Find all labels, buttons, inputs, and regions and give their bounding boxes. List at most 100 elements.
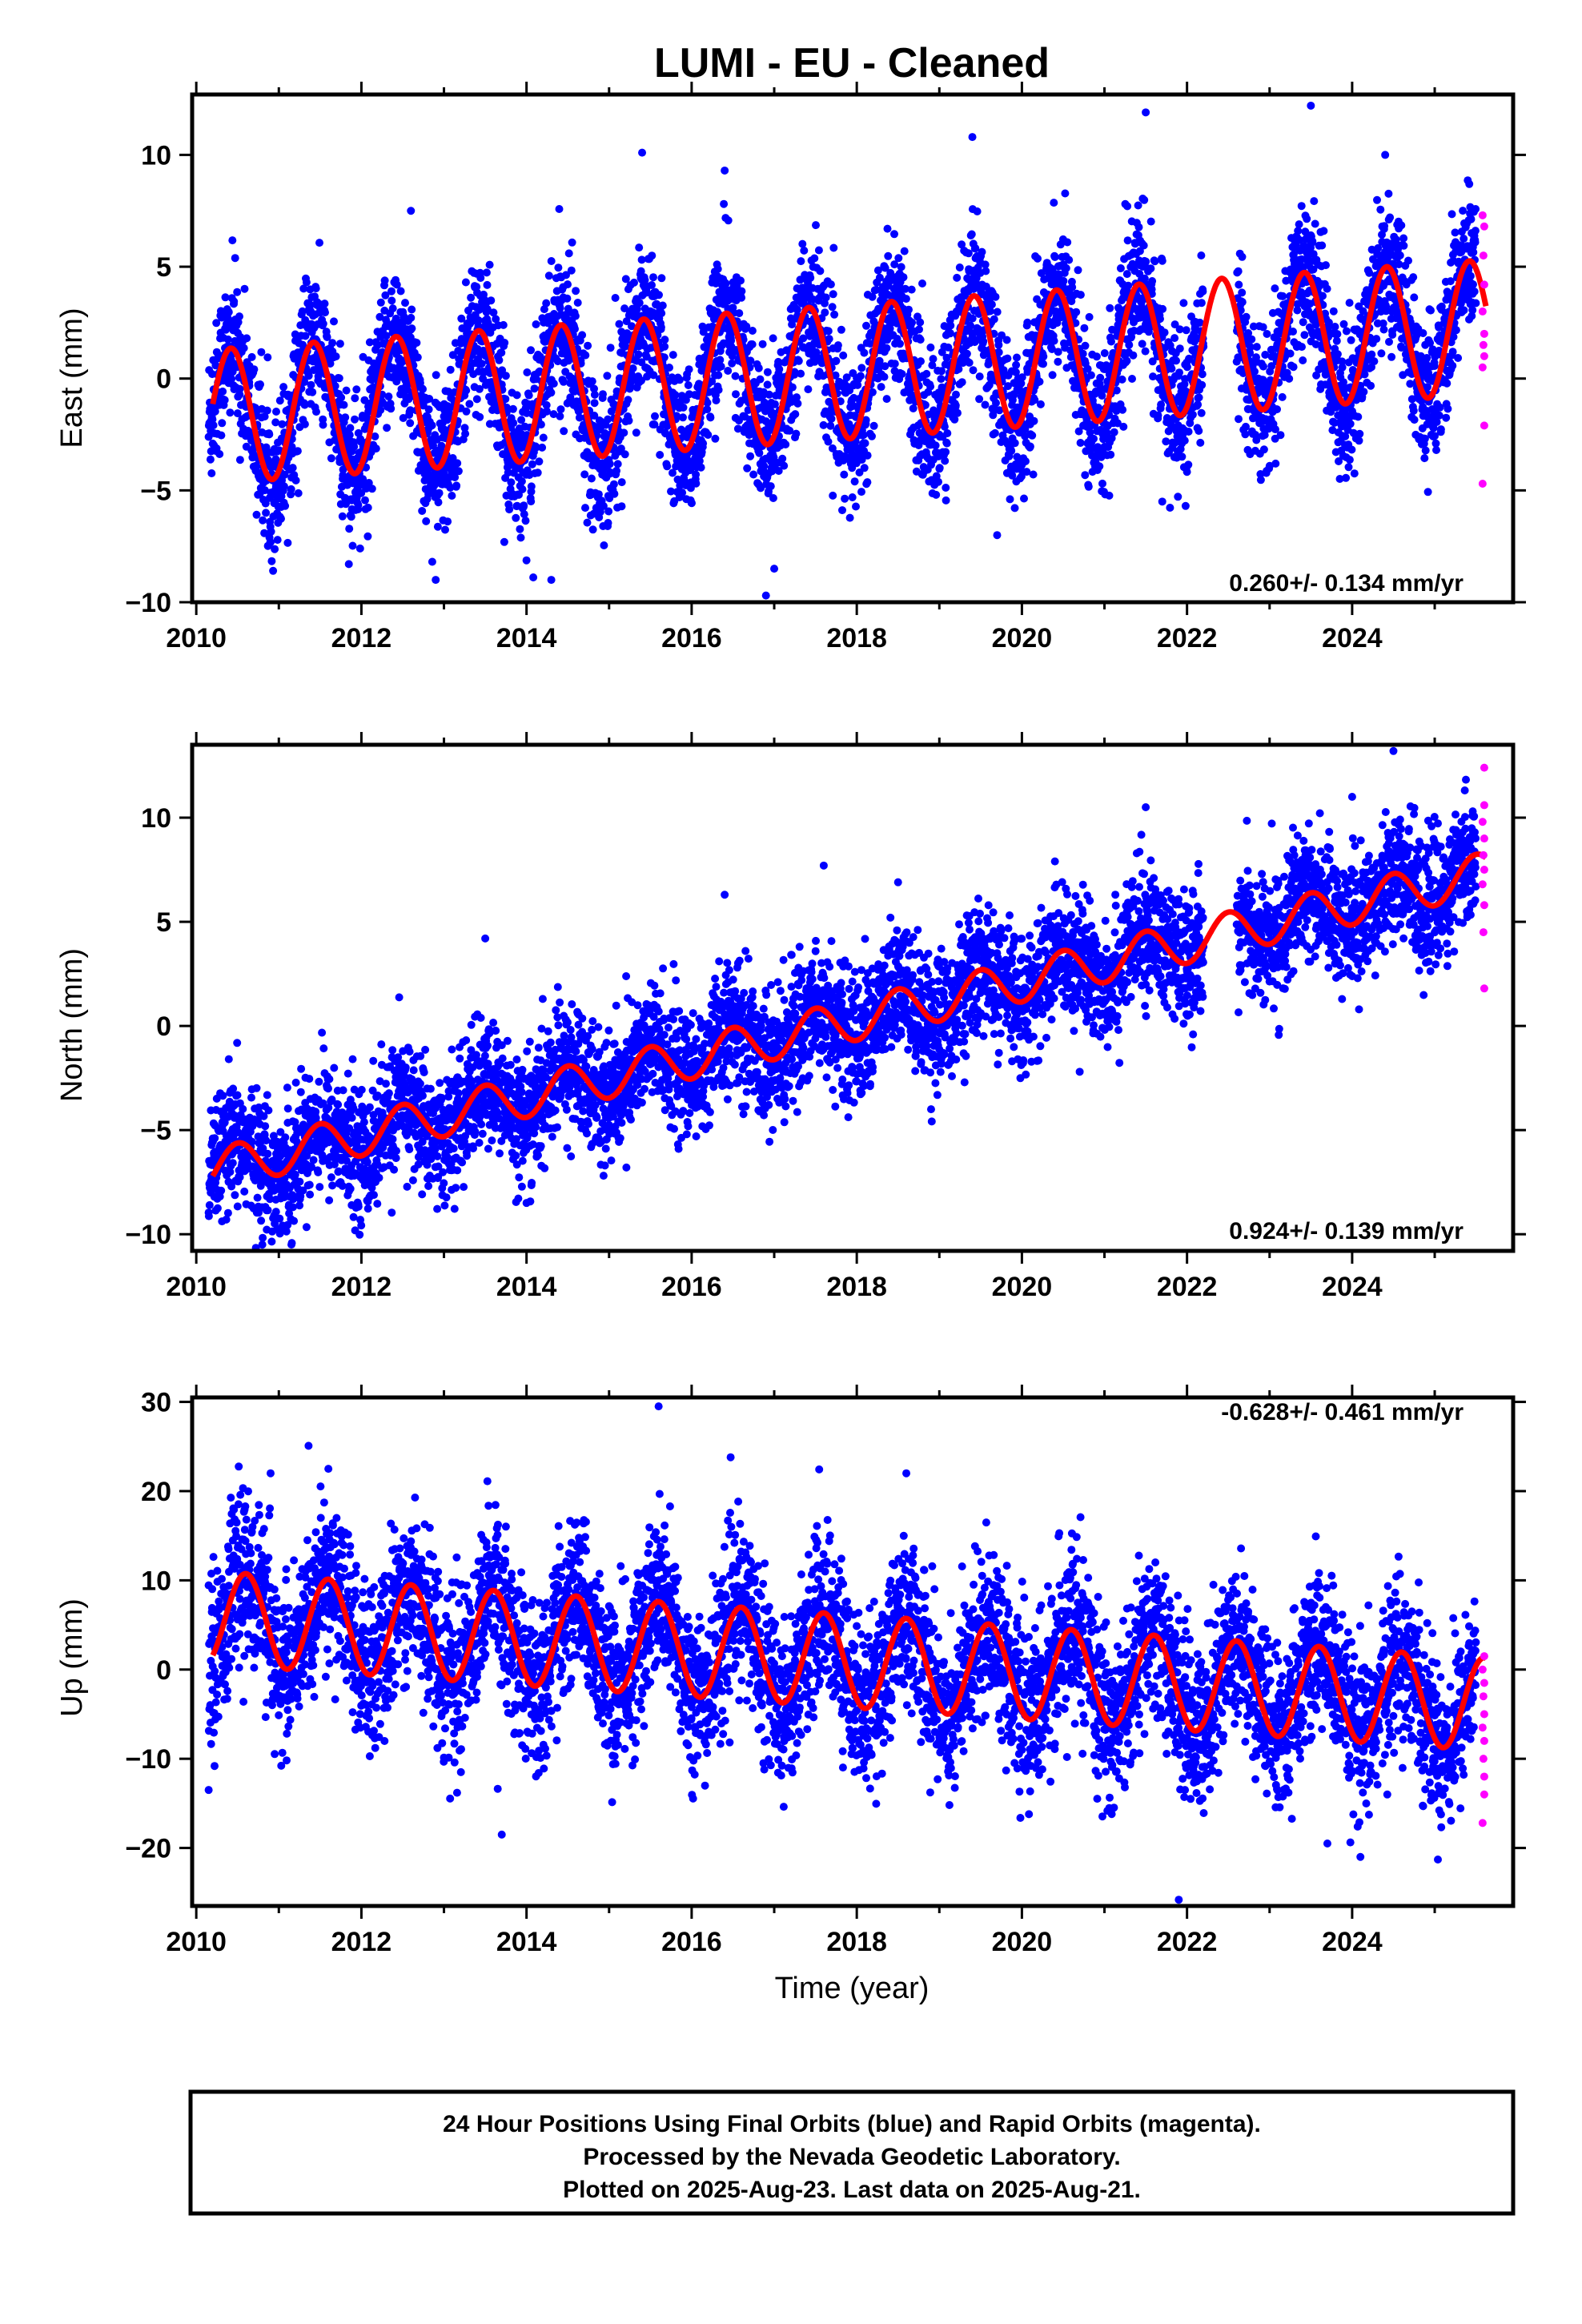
final-orbit-point bbox=[905, 305, 913, 314]
final-orbit-point bbox=[573, 299, 582, 307]
final-orbit-point bbox=[946, 329, 954, 338]
final-orbit-point bbox=[492, 315, 500, 324]
final-orbit-point bbox=[530, 384, 539, 393]
final-orbit-point bbox=[661, 336, 669, 344]
final-orbit-point bbox=[900, 247, 909, 255]
final-orbit-point bbox=[549, 410, 558, 419]
final-orbit-point bbox=[706, 413, 715, 422]
final-orbit-point bbox=[1039, 360, 1047, 368]
final-orbit-point bbox=[583, 518, 592, 527]
final-orbit-point bbox=[724, 216, 733, 225]
final-orbit-point bbox=[829, 290, 837, 299]
final-orbit-point bbox=[1081, 341, 1090, 350]
final-orbit-point bbox=[472, 395, 481, 404]
final-orbit-point bbox=[406, 406, 415, 415]
final-orbit-point bbox=[1345, 456, 1354, 464]
final-orbit-point bbox=[231, 254, 239, 263]
final-orbit-point bbox=[1252, 343, 1261, 352]
final-orbit-point bbox=[1332, 336, 1341, 345]
final-orbit-point bbox=[883, 224, 892, 233]
final-orbit-point bbox=[890, 230, 898, 239]
final-orbit-point bbox=[1086, 371, 1095, 380]
final-orbit-point bbox=[590, 390, 599, 399]
final-orbit-point bbox=[1063, 238, 1072, 247]
final-orbit-point bbox=[1029, 470, 1038, 479]
final-orbit-point bbox=[833, 341, 842, 350]
final-orbit-point bbox=[578, 331, 587, 340]
final-orbit-point bbox=[207, 469, 216, 477]
final-orbit-point bbox=[483, 305, 492, 313]
final-orbit-point bbox=[926, 343, 935, 352]
final-orbit-point bbox=[880, 372, 889, 381]
final-orbit-point bbox=[269, 566, 278, 575]
final-orbit-point bbox=[1238, 298, 1247, 307]
final-orbit-point bbox=[794, 356, 803, 365]
final-orbit-point bbox=[1295, 220, 1303, 229]
final-orbit-point bbox=[1154, 411, 1162, 420]
final-orbit-point bbox=[907, 285, 916, 294]
final-orbit-point bbox=[580, 470, 589, 479]
final-orbit-point bbox=[649, 273, 657, 282]
final-orbit-point bbox=[331, 352, 340, 361]
final-orbit-point bbox=[263, 406, 271, 415]
final-orbit-point bbox=[982, 267, 990, 275]
final-orbit-point bbox=[346, 424, 355, 432]
final-orbit-point bbox=[1074, 266, 1082, 275]
final-orbit-point bbox=[1098, 479, 1106, 488]
final-orbit-point bbox=[1090, 434, 1098, 443]
final-orbit-point bbox=[648, 281, 656, 289]
final-orbit-point bbox=[711, 434, 720, 443]
final-orbit-point bbox=[594, 490, 603, 499]
final-orbit-point bbox=[1195, 427, 1203, 435]
final-orbit-point bbox=[637, 376, 645, 385]
final-orbit-point bbox=[342, 386, 351, 395]
final-orbit-point bbox=[344, 560, 353, 569]
final-orbit-point bbox=[636, 267, 645, 275]
final-orbit-point bbox=[1160, 328, 1169, 337]
final-orbit-point bbox=[679, 403, 688, 412]
final-orbit-point bbox=[942, 496, 950, 505]
final-orbit-point bbox=[1170, 334, 1179, 343]
final-orbit-point bbox=[852, 502, 860, 511]
final-orbit-point bbox=[712, 279, 721, 287]
final-orbit-point bbox=[345, 525, 354, 533]
final-orbit-point bbox=[542, 400, 551, 409]
final-orbit-point bbox=[1150, 257, 1159, 266]
final-orbit-point bbox=[271, 545, 279, 553]
final-orbit-point bbox=[240, 284, 249, 293]
final-orbit-point bbox=[611, 294, 620, 302]
final-orbit-point bbox=[434, 498, 443, 507]
final-orbit-point bbox=[991, 292, 1000, 301]
final-orbit-point bbox=[850, 477, 859, 486]
final-orbit-point bbox=[267, 538, 275, 546]
panel-east: 2010 2012 2014 2016 2018 2020 2022 2024−10−5051… bbox=[55, 82, 1526, 653]
final-orbit-point bbox=[520, 510, 528, 519]
final-orbit-point bbox=[233, 287, 242, 296]
final-orbit-point bbox=[1345, 299, 1354, 308]
final-orbit-point bbox=[516, 525, 524, 533]
final-orbit-point bbox=[1172, 356, 1180, 365]
final-orbit-point bbox=[732, 390, 740, 399]
final-orbit-point bbox=[918, 279, 926, 287]
final-orbit-point bbox=[587, 474, 596, 483]
final-orbit-point bbox=[335, 374, 343, 383]
final-orbit-point bbox=[448, 492, 456, 500]
final-orbit-point bbox=[877, 383, 885, 392]
final-orbit-point bbox=[1242, 312, 1251, 321]
final-orbit-point bbox=[937, 375, 946, 384]
final-orbit-point bbox=[250, 365, 259, 374]
final-orbit-point bbox=[1184, 460, 1193, 469]
final-orbit-point bbox=[1180, 436, 1189, 445]
final-orbit-point bbox=[708, 377, 717, 386]
final-orbit-point bbox=[605, 460, 614, 468]
final-orbit-point bbox=[1026, 442, 1034, 451]
final-orbit-point bbox=[754, 364, 763, 372]
final-orbit-point bbox=[769, 494, 777, 502]
final-orbit-point bbox=[517, 477, 526, 485]
final-orbit-point bbox=[219, 387, 227, 396]
final-orbit-point bbox=[712, 396, 721, 404]
final-orbit-point bbox=[1023, 318, 1032, 327]
final-orbit-point bbox=[535, 457, 544, 466]
final-orbit-point bbox=[556, 405, 565, 414]
final-orbit-point bbox=[331, 382, 339, 390]
